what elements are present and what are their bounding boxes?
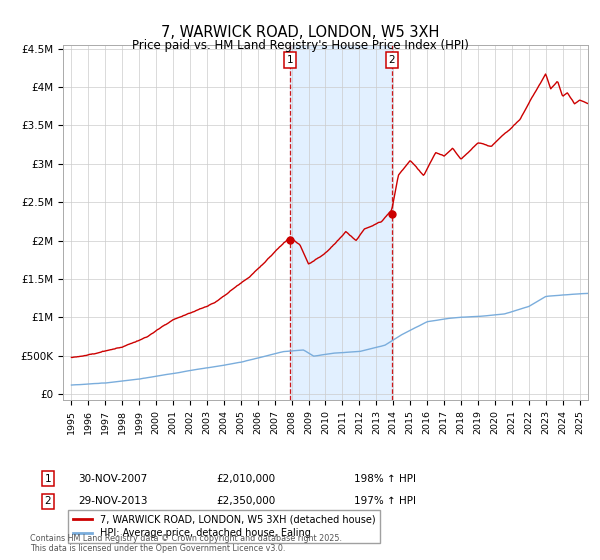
- Bar: [290, 45, 392, 400]
- Text: 2: 2: [44, 496, 52, 506]
- Text: 1: 1: [44, 474, 52, 484]
- Legend: 7, WARWICK ROAD, LONDON, W5 3XH (detached house), HPI: Average price, detached h: 7, WARWICK ROAD, LONDON, W5 3XH (detache…: [68, 510, 380, 543]
- Text: 197% ↑ HPI: 197% ↑ HPI: [354, 496, 416, 506]
- Text: Contains HM Land Registry data © Crown copyright and database right 2025.
This d: Contains HM Land Registry data © Crown c…: [30, 534, 342, 553]
- Text: £2,010,000: £2,010,000: [216, 474, 275, 484]
- Text: 7, WARWICK ROAD, LONDON, W5 3XH: 7, WARWICK ROAD, LONDON, W5 3XH: [161, 25, 439, 40]
- Text: 30-NOV-2007: 30-NOV-2007: [78, 474, 147, 484]
- Text: 29-NOV-2013: 29-NOV-2013: [78, 496, 148, 506]
- Text: 2: 2: [389, 55, 395, 65]
- Text: £2,350,000: £2,350,000: [216, 496, 275, 506]
- Text: Price paid vs. HM Land Registry's House Price Index (HPI): Price paid vs. HM Land Registry's House …: [131, 39, 469, 52]
- Text: 1: 1: [287, 55, 293, 65]
- Text: 198% ↑ HPI: 198% ↑ HPI: [354, 474, 416, 484]
